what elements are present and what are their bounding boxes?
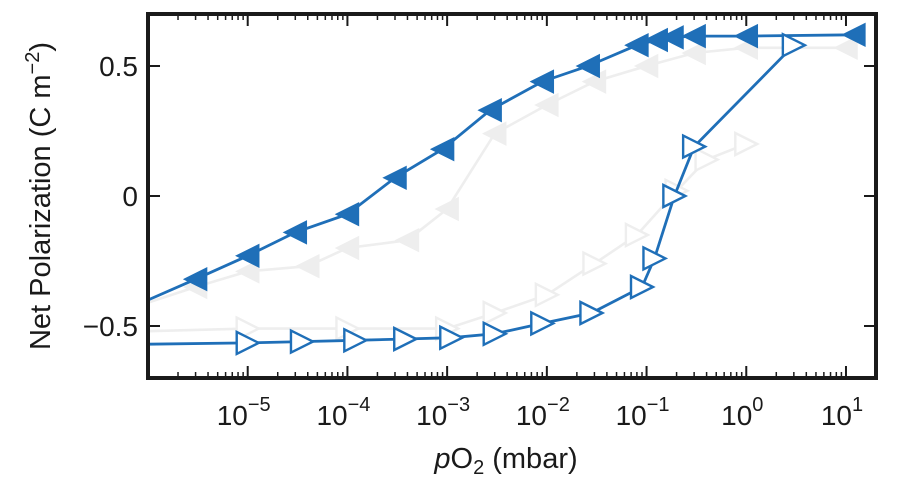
x-tick-label: 10−2 <box>516 394 570 431</box>
y-tick-label: 0.5 <box>99 51 138 82</box>
data-point-marker <box>833 35 858 61</box>
data-point-marker <box>439 324 465 351</box>
x-axis-title-prefix: p <box>433 443 450 475</box>
data-point-marker <box>582 250 609 277</box>
data-point-marker <box>530 310 556 337</box>
data-point-marker <box>482 300 509 326</box>
y-axis-title-main: Net Polarization (C m <box>25 74 57 350</box>
data-point-marker <box>579 300 606 326</box>
x-tick-label: 101 <box>821 394 863 431</box>
data-point-marker <box>575 53 600 79</box>
x-tick-label: 10−4 <box>316 394 370 431</box>
series-1 <box>147 131 760 342</box>
data-point-marker <box>624 32 649 58</box>
data-point-marker <box>629 274 656 300</box>
ticks-layer: 10−5 10−4 10−3 10−2 10−1 100 101 −0.5 0 0.5 <box>83 14 877 431</box>
data-point-marker <box>235 259 260 284</box>
data-point-marker <box>182 266 208 292</box>
data-point-marker <box>235 329 262 356</box>
data-point-marker <box>235 243 260 269</box>
series-layer <box>147 22 866 356</box>
x-tick-label: 100 <box>721 394 763 431</box>
y-axis-title-suffix: ) <box>25 42 57 52</box>
plot-frame <box>146 12 878 380</box>
data-point-marker <box>343 327 370 354</box>
data-point-marker <box>841 22 866 48</box>
data-point-marker <box>429 136 455 162</box>
y-tick-label: −0.5 <box>83 311 138 342</box>
data-point-marker <box>394 227 420 253</box>
data-point-marker <box>633 53 659 79</box>
data-point-marker <box>282 220 308 245</box>
data-point-marker <box>295 253 320 279</box>
data-point-marker <box>477 97 502 123</box>
data-point-marker <box>393 326 419 352</box>
x-tick-label: 10−1 <box>616 394 670 431</box>
y-axis-title-sup: −2 <box>22 52 44 75</box>
y-tick-label: 0 <box>122 181 138 212</box>
x-tick-label: 10−5 <box>217 394 271 431</box>
x-tick-label: 10−3 <box>416 394 470 431</box>
data-point-marker <box>681 40 706 66</box>
x-axis-title-suffix: (mbar) <box>484 443 577 475</box>
x-axis-title-main: O <box>451 443 474 475</box>
data-point-marker <box>482 121 507 146</box>
data-point-marker <box>382 165 407 191</box>
series-line <box>147 44 795 346</box>
series-line <box>147 142 747 333</box>
series-2 <box>147 22 866 302</box>
x-axis-title-sub: 2 <box>473 457 484 479</box>
data-point-marker <box>681 23 706 49</box>
data-point-marker <box>434 196 459 222</box>
data-point-marker <box>734 131 760 157</box>
data-point-marker <box>529 69 555 94</box>
data-point-marker <box>624 222 651 248</box>
data-point-marker <box>681 133 708 160</box>
y-axis-title: Net Polarization (C m−2) <box>22 42 57 350</box>
data-point-marker <box>289 328 316 355</box>
data-point-marker <box>662 183 689 209</box>
data-point-marker <box>781 32 808 59</box>
data-point-marker <box>659 25 684 50</box>
x-axis-title: pO2 (mbar) <box>433 443 577 479</box>
data-point-marker <box>534 281 561 308</box>
data-point-marker <box>334 235 360 261</box>
series-3 <box>147 32 808 356</box>
data-point-marker <box>642 245 669 272</box>
data-point-marker <box>694 146 721 173</box>
data-point-marker <box>334 201 360 227</box>
data-point-marker <box>733 23 759 49</box>
data-point-marker <box>534 92 559 118</box>
data-point-marker <box>482 320 509 347</box>
